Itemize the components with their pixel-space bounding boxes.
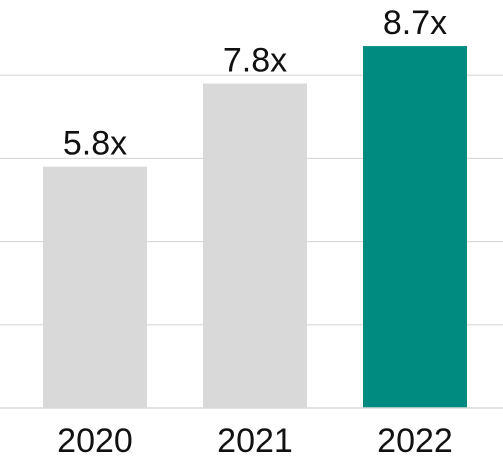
data-label-2022: 8.7x xyxy=(383,4,447,42)
x-tick-labels: 2020 2021 2022 xyxy=(57,422,453,460)
bars xyxy=(43,46,467,409)
bar-2021 xyxy=(203,83,307,409)
data-label-2020: 5.8x xyxy=(63,125,127,163)
x-tick-label-2022: 2022 xyxy=(377,422,453,460)
data-label-2021: 7.8x xyxy=(223,42,287,80)
bar-2022 xyxy=(363,46,467,408)
data-labels: 5.8x 7.8x 8.7x xyxy=(63,4,447,163)
x-tick-label-2021: 2021 xyxy=(217,422,293,460)
bar-2020 xyxy=(43,166,147,408)
x-tick-label-2020: 2020 xyxy=(57,422,133,460)
